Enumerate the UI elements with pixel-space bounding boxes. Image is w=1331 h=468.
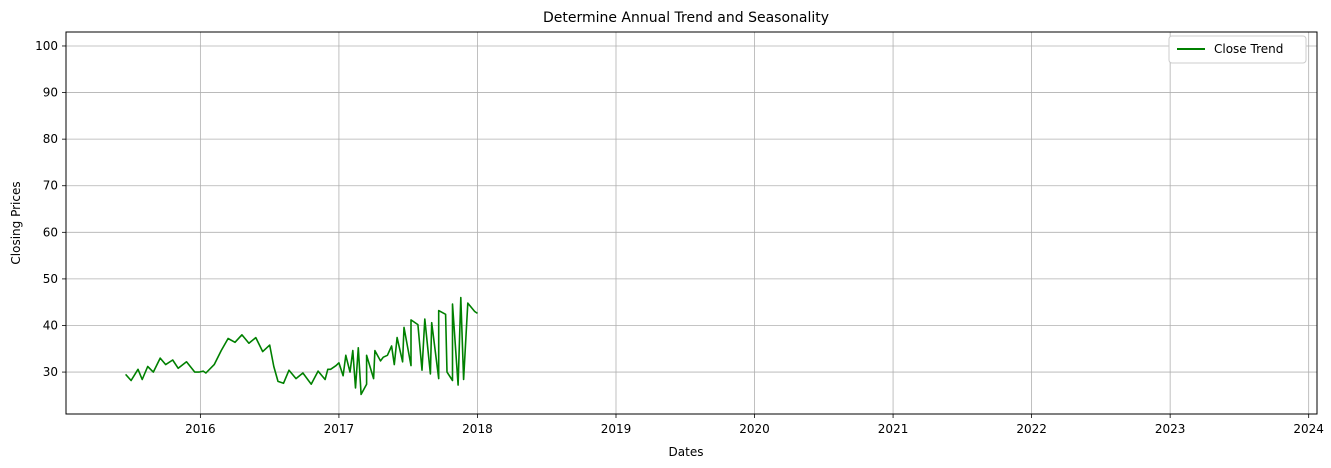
legend-box (1168, 35, 1307, 64)
x-tick-label: 2017 (324, 422, 355, 436)
x-tick-label: 2018 (462, 422, 493, 436)
plot-frame (65, 31, 1318, 415)
chart-title: Determine Annual Trend and Seasonality (543, 10, 829, 26)
x-tick-label: 2022 (1016, 422, 1047, 436)
legend: Close Trend (1168, 35, 1307, 64)
y-tick-label: 90 (43, 86, 58, 100)
x-tick-label: 2016 (185, 422, 216, 436)
legend-label-close-trend: Close Trend (1214, 42, 1283, 56)
y-tick-label: 80 (43, 132, 58, 146)
y-tick-label: 70 (43, 179, 58, 193)
x-axis-title: Dates (669, 445, 704, 459)
x-tick-label: 2023 (1155, 422, 1186, 436)
x-axis: 2016 2017 2018 2019 2020 2021 2022 2023 2024 (185, 414, 1324, 436)
series-line-close-trend (125, 296, 478, 396)
grid (66, 32, 1317, 414)
y-tick-label: 40 (43, 318, 58, 332)
y-axis-title: Closing Prices (9, 181, 23, 264)
series-layer (125, 296, 478, 396)
y-tick-label: 50 (43, 272, 58, 286)
x-tick-label: 2020 (739, 422, 770, 436)
x-tick-label: 2024 (1293, 422, 1324, 436)
y-tick-label: 60 (43, 225, 58, 239)
x-tick-label: 2021 (878, 422, 909, 436)
y-axis: 30 40 50 60 70 80 90 100 (35, 39, 66, 379)
y-tick-label: 30 (43, 365, 58, 379)
y-tick-label: 100 (35, 39, 58, 53)
x-tick-label: 2019 (601, 422, 632, 436)
